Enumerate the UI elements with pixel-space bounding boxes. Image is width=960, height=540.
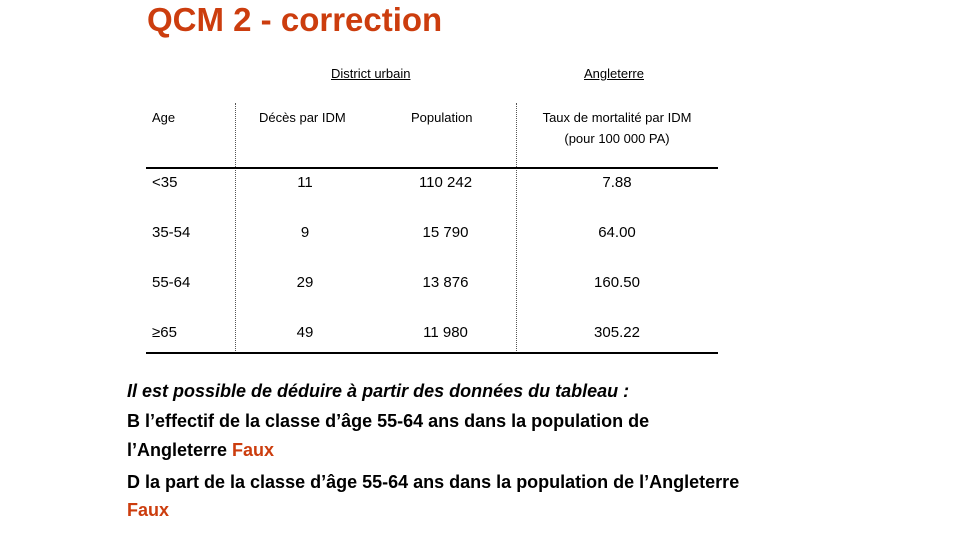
column-header-population: Population xyxy=(411,110,473,125)
option-b-answer: Faux xyxy=(232,440,275,460)
column-divider xyxy=(235,103,236,353)
rate-header-line2: (pour 100 000 PA) xyxy=(564,131,670,146)
cell-rate: 64.00 xyxy=(598,224,636,241)
cell-population: 110 242 xyxy=(418,174,473,191)
table-header-rule xyxy=(146,167,718,169)
cell-deaths: 11 xyxy=(297,174,313,191)
cell-deaths: 49 xyxy=(296,324,314,341)
cell-rate: 160.50 xyxy=(594,274,640,291)
column-header-age: Age xyxy=(152,110,176,125)
cell-population: 15 790 xyxy=(422,224,469,241)
question-intro: Il est possible de déduire à partir des … xyxy=(127,381,630,401)
slide-title: QCM 2 - correction xyxy=(147,1,443,38)
group-header-district: District urbain xyxy=(331,66,411,81)
option-b-text: l’Angleterre xyxy=(127,440,228,460)
option-d-answer: Faux xyxy=(127,500,170,520)
cell-age: ≥65 xyxy=(152,324,177,341)
cell-age: <35 xyxy=(152,174,178,191)
cell-rate: 305.22 xyxy=(594,324,640,341)
column-header-rate: Taux de mortalité par IDM (pour 100 000 … xyxy=(516,107,718,149)
cell-deaths: 9 xyxy=(300,224,310,241)
rate-header-line1: Taux de mortalité par IDM xyxy=(542,110,692,125)
cell-rate: 7.88 xyxy=(602,174,632,191)
group-header-england: Angleterre xyxy=(584,66,644,81)
table-bottom-rule xyxy=(146,352,718,354)
cell-age: 55-64 xyxy=(152,274,191,291)
option-b-line1: B l’effectif de la classe d’âge 55-64 an… xyxy=(127,411,650,431)
cell-age: 35-54 xyxy=(152,224,191,241)
column-header-deaths: Décès par IDM xyxy=(259,110,346,125)
cell-population: 13 876 xyxy=(422,274,469,291)
option-d-line1: D la part de la classe d’âge 55-64 ans d… xyxy=(127,472,740,492)
cell-population: 11 980 xyxy=(423,324,468,341)
column-divider xyxy=(516,103,517,353)
cell-deaths: 29 xyxy=(296,274,314,291)
option-b-line2: l’Angleterre Faux xyxy=(127,438,274,462)
